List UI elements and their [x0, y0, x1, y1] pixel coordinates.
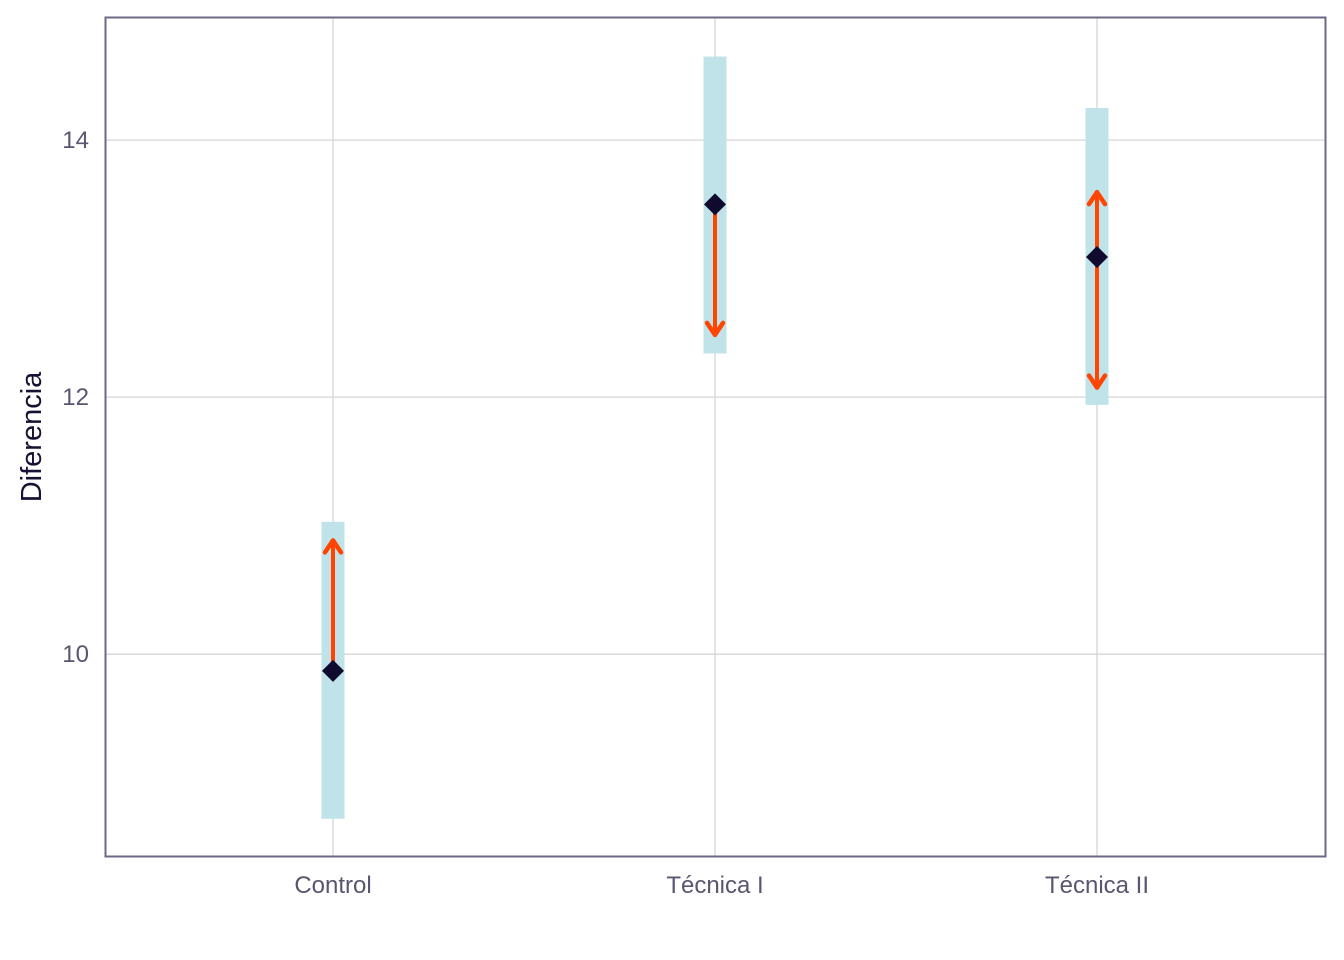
y-tick-labels: 10 12 14: [62, 127, 89, 668]
panel-border: [104, 16, 1327, 858]
y-tick-label: 12: [62, 384, 89, 411]
arrow-head: [1086, 189, 1108, 207]
x-tick-labels: Control Técnica I Técnica II: [294, 872, 1149, 899]
arrow-head: [704, 320, 726, 338]
mean-point: [322, 659, 344, 682]
y-tick-label: 10: [62, 641, 89, 668]
mean-point: [704, 193, 726, 216]
x-tick-label: Control: [294, 872, 371, 899]
mean-point: [1086, 246, 1108, 269]
x-tick-label: Técnica I: [666, 872, 763, 899]
arrow-head: [1086, 373, 1108, 390]
arrow-head: [322, 538, 344, 555]
x-tick-label: Técnica II: [1045, 872, 1149, 899]
y-tick-label: 14: [62, 127, 89, 154]
point-markers: [322, 193, 1108, 682]
arrows: [322, 189, 1108, 673]
y-axis-title: Diferencia: [16, 371, 48, 502]
